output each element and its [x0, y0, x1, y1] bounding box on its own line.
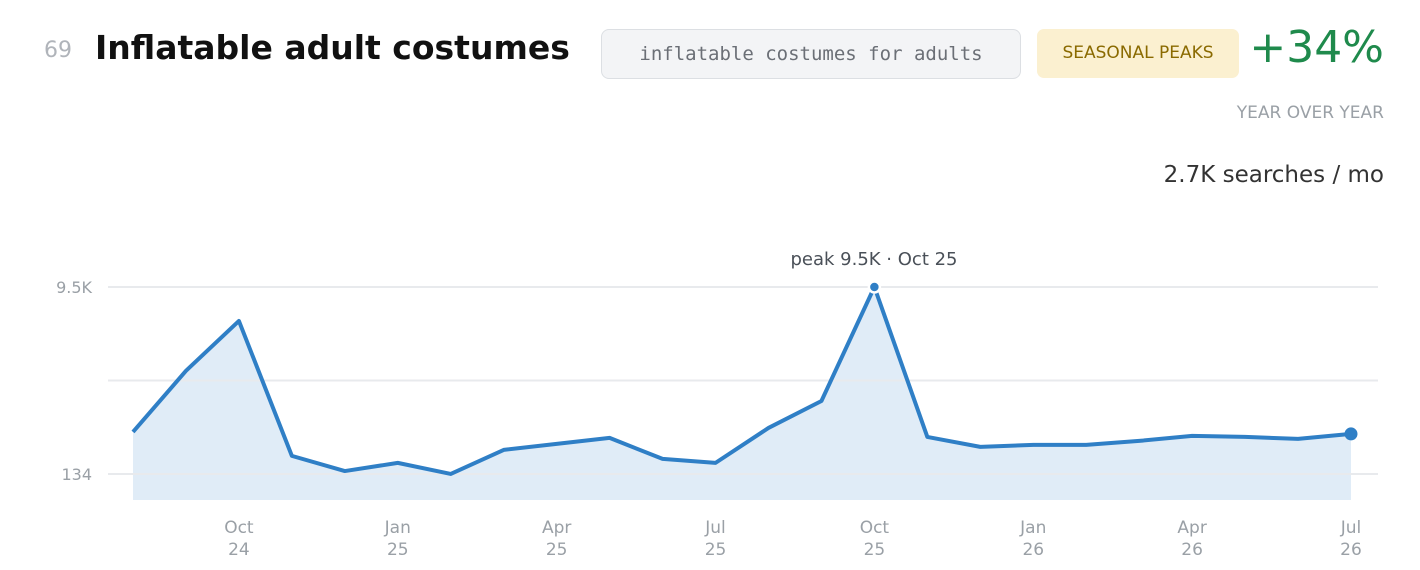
y-tick-label: 134 [61, 465, 92, 484]
x-tick-label: Apr 25 [542, 518, 571, 560]
change: +34% [1249, 22, 1384, 73]
rank: 69 [44, 38, 72, 63]
badge: SEASONAL PEAKS [1037, 29, 1239, 78]
grid [108, 286, 1378, 475]
keyword-chip: inflatable costumes for adults [601, 29, 1021, 79]
volume: 2.7K searches / mo [1163, 162, 1384, 188]
x-tick-label: Apr 26 [1177, 518, 1206, 560]
x-tick-label: Jul 25 [704, 518, 726, 560]
y-tick-label: 9.5K [56, 278, 92, 297]
x-tick-label: Oct 24 [224, 518, 254, 560]
x-tick-label: Oct 25 [860, 518, 890, 560]
peak-marker [867, 280, 882, 294]
last-marker [1344, 427, 1358, 441]
x-tick-label: Jan 26 [1019, 518, 1046, 560]
x-tick-label: Jan 25 [384, 518, 411, 560]
line [131, 285, 1352, 476]
title: Inflatable adult costumes [95, 28, 570, 67]
x-tick-label: Jul 26 [1340, 518, 1362, 560]
change-label: YEAR OVER YEAR [1236, 103, 1384, 123]
peak-annotation: peak 9.5K · Oct 25 [790, 249, 957, 270]
area-fill [133, 287, 1351, 500]
